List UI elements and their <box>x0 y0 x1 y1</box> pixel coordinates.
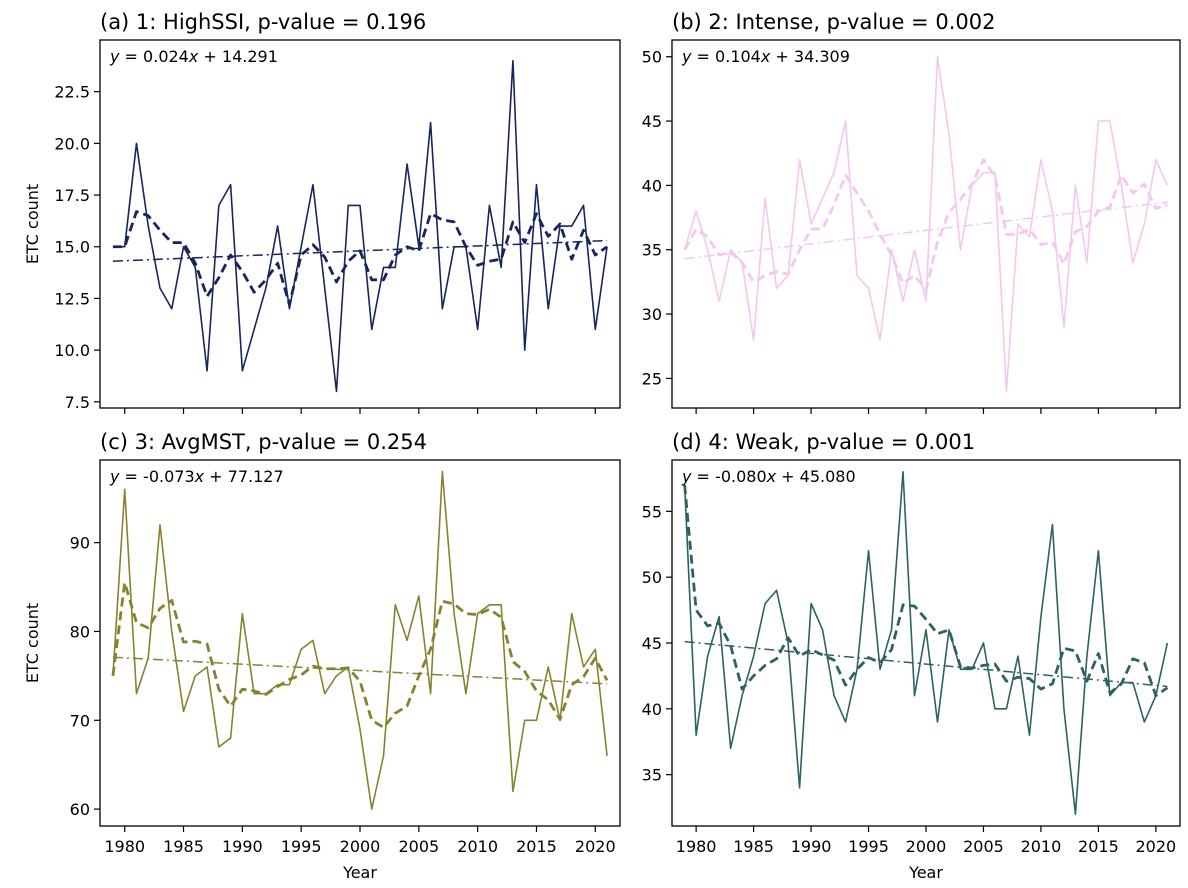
panel-c-axes-frame <box>99 459 621 827</box>
panel-b-ytick-label: 30 <box>642 305 662 324</box>
panel-a-ytick-label: 10.0 <box>54 341 90 360</box>
panel-c-equation-slope: = -0.073 <box>119 467 194 486</box>
panel-d-xtick-label: 2000 <box>906 837 947 856</box>
panel-c-xtick-label: 1990 <box>222 837 263 856</box>
panel-d-trend-line <box>684 640 1168 688</box>
panel-b-equation-intercept: + 34.309 <box>770 47 850 66</box>
panel-c-title: (c) 3: AvgMST, p-value = 0.254 <box>100 430 427 454</box>
panel-a-ylabel: ETC count <box>23 184 42 264</box>
panel-c-annual-line <box>112 470 608 810</box>
panel-d-equation-var: y <box>681 467 692 486</box>
panel-c-ytick-label: 80 <box>70 622 90 641</box>
panel-a-ytick-label: 12.5 <box>54 289 90 308</box>
panel-b-trend-line <box>684 201 1168 260</box>
panel-b-ytick-label: 25 <box>642 369 662 388</box>
panel-c-ytick-label: 70 <box>70 711 90 730</box>
panel-d-smoothed-line <box>683 484 1169 698</box>
panel-d-equation-intercept: + 45.080 <box>776 467 856 486</box>
panel-c-xtick-label: 1985 <box>163 837 204 856</box>
panel-c-xtick-label: 1995 <box>281 837 322 856</box>
panel-c-smoothed-line <box>111 581 609 729</box>
panel-c-equation-var: y <box>109 467 120 486</box>
panel-d-ytick-label: 40 <box>642 700 662 719</box>
panel-d: (d) 4: Weak, p-value = 0.001 35 40 45 50 55 19… <box>642 430 1181 882</box>
panel-d-title: (d) 4: Weak, p-value = 0.001 <box>672 430 975 454</box>
panel-b: (b) 2: Intense, p-value = 0.002 25 30 35 40 4… <box>642 10 1181 414</box>
panel-b-equation-slope: = 0.104 <box>691 47 760 66</box>
panel-a-ytick-label: 22.5 <box>54 83 90 102</box>
panel-d-xtick-label: 1990 <box>791 837 832 856</box>
panel-a-trend-line <box>112 239 608 262</box>
panel-d-xlabel: Year <box>908 863 943 882</box>
panel-b-ytick-label: 40 <box>642 176 662 195</box>
panel-d-xtick-label: 1980 <box>676 837 717 856</box>
panel-d-ytick-label: 55 <box>642 502 662 521</box>
panel-a-equation: y = 0.024x + 14.291 <box>109 47 278 66</box>
panel-a-ytick-label: 20.0 <box>54 134 90 153</box>
panel-c-xlabel: Year <box>342 863 377 882</box>
panel-c-equation-intercept: + 77.127 <box>204 467 284 486</box>
panel-d-equation-x: x <box>766 467 777 486</box>
panel-b-axes-frame <box>671 39 1181 409</box>
panel-a-title: (a) 1: HighSSI, p-value = 0.196 <box>100 10 426 34</box>
panel-a-ytick-label: 15.0 <box>54 238 90 257</box>
panel-c-equation-x: x <box>194 467 205 486</box>
panel-d-ytick-label: 45 <box>642 634 662 653</box>
panel-d-xtick-label: 1985 <box>733 837 774 856</box>
panel-c-ytick-label: 90 <box>70 534 90 553</box>
panel-c-xtick-label: 2000 <box>340 837 381 856</box>
panel-d-xtick-label: 2010 <box>1021 837 1062 856</box>
panel-b-ytick-label: 35 <box>642 241 662 260</box>
panel-d-xtick-label: 2015 <box>1078 837 1119 856</box>
panel-a-ytick-label: 7.5 <box>65 393 90 412</box>
panel-a-equation-intercept: + 14.291 <box>198 47 278 66</box>
panel-b-ytick-label: 45 <box>642 112 662 131</box>
panel-d-xtick-label: 2020 <box>1136 837 1177 856</box>
panel-c-xtick-label: 2005 <box>398 837 439 856</box>
panel-d-xtick-label: 2005 <box>963 837 1004 856</box>
panel-b-smoothed-line <box>683 158 1168 292</box>
panel-a: (a) 1: HighSSI, p-value = 0.196 7.5 10.0 12… <box>23 10 621 414</box>
panel-a-equation-var: y <box>109 47 120 66</box>
panel-b-title: (b) 2: Intense, p-value = 0.002 <box>672 10 995 34</box>
panel-c-xtick-label: 2010 <box>457 837 498 856</box>
panel-a-ytick-label: 17.5 <box>54 186 90 205</box>
panel-d-equation-slope: = -0.080 <box>691 467 766 486</box>
panel-b-equation-x: x <box>760 47 771 66</box>
panel-b-ytick-label: 50 <box>642 48 662 67</box>
panel-a-equation-x: x <box>188 47 199 66</box>
panel-c-xtick-label: 1980 <box>104 837 145 856</box>
panel-b-equation: y = 0.104x + 34.309 <box>681 47 850 66</box>
panel-b-annual-line <box>683 55 1169 393</box>
panel-c-trend-line <box>112 656 608 685</box>
panel-d-axes-frame <box>671 459 1181 827</box>
panel-b-equation-var: y <box>681 47 692 66</box>
panel-d-equation: y = -0.080x + 45.080 <box>681 467 856 486</box>
panel-d-ytick-label: 35 <box>642 766 662 785</box>
panel-c-ylabel: ETC count <box>23 603 42 683</box>
panel-c-equation: y = -0.073x + 77.127 <box>109 467 284 486</box>
panel-c-xtick-label: 2020 <box>575 837 616 856</box>
panel-d-xtick-label: 1995 <box>848 837 889 856</box>
panel-d-annual-line <box>683 471 1169 815</box>
panel-a-annual-line <box>112 59 608 393</box>
panel-c: (c) 3: AvgMST, p-value = 0.254 60 70 80 90 19… <box>23 430 621 882</box>
panel-c-xtick-label: 2015 <box>516 837 557 856</box>
panel-d-ytick-label: 50 <box>642 568 662 587</box>
panel-a-equation-slope: = 0.024 <box>119 47 188 66</box>
panel-c-ytick-label: 60 <box>70 800 90 819</box>
